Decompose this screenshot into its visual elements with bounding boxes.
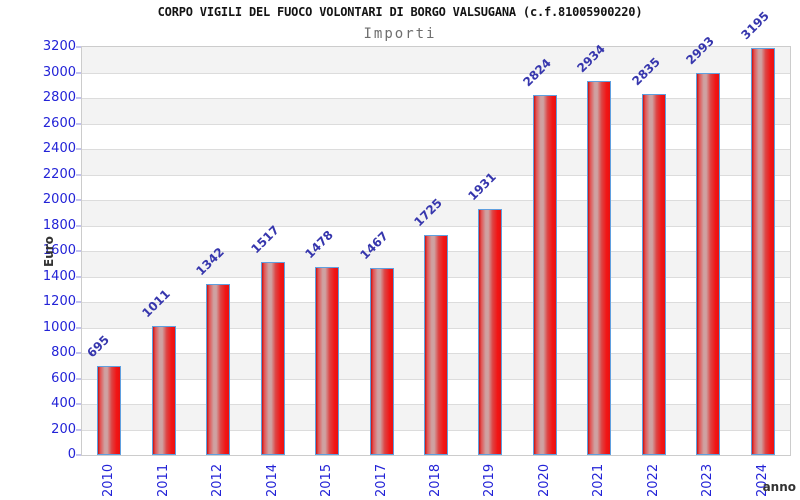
plot-band <box>82 404 790 430</box>
x-tick-label: 2022 <box>645 463 661 497</box>
x-tick-label: 2023 <box>700 463 716 497</box>
y-tick-label: 2200 <box>42 166 76 182</box>
plot-band <box>82 327 790 353</box>
x-tick-label: 2019 <box>482 463 498 497</box>
plot-band <box>82 251 790 277</box>
y-tick-label: 1600 <box>42 243 76 258</box>
y-tick-label: 2600 <box>42 115 76 131</box>
plot-band <box>82 378 790 404</box>
y-axis-title: Euro <box>42 236 56 267</box>
plot-band <box>82 200 790 226</box>
gridline <box>82 378 790 380</box>
x-tick-label: 2011 <box>155 463 171 497</box>
x-tick-label: 2021 <box>591 463 607 497</box>
plot-band <box>82 123 790 149</box>
y-tick-label: 0 <box>67 447 76 462</box>
plot-band <box>82 225 790 251</box>
gridline <box>82 276 790 278</box>
plot-band <box>82 47 790 73</box>
chart-subtitle: Importi <box>363 26 437 42</box>
y-tick-label: 1000 <box>42 319 76 335</box>
gridline <box>82 251 790 252</box>
gridline <box>82 327 790 329</box>
gridline <box>82 149 790 150</box>
plot-band <box>82 98 790 124</box>
y-tick-label: 400 <box>51 396 76 411</box>
gridline <box>82 225 790 227</box>
x-tick-label: 2017 <box>373 463 389 497</box>
y-tick-label: 600 <box>51 370 76 386</box>
x-tick-label: 2020 <box>536 463 552 497</box>
gridline <box>82 72 790 74</box>
plot-band <box>82 429 790 455</box>
gridline <box>82 174 790 176</box>
plot-band <box>82 353 790 379</box>
y-tick-label: 200 <box>51 421 76 437</box>
gridline <box>82 123 790 125</box>
y-tick-label: 1800 <box>42 217 76 233</box>
y-tick-label: 1400 <box>42 268 76 284</box>
plot-band <box>82 174 790 200</box>
chart-title: CORPO VIGILI DEL FUOCO VOLONTARI DI BORG… <box>157 5 643 19</box>
x-tick-label: 2015 <box>319 463 335 497</box>
gridline <box>82 302 790 303</box>
x-tick-label: 2010 <box>101 463 117 497</box>
gridline <box>82 98 790 99</box>
plot-band <box>82 276 790 302</box>
y-tick-label: 2800 <box>42 90 76 105</box>
x-tick-label: 2018 <box>428 463 443 497</box>
plot-band <box>82 302 790 328</box>
x-axis-title: anno <box>762 480 796 494</box>
plot-band <box>82 72 790 98</box>
y-tick-label: 800 <box>51 345 76 360</box>
gridline <box>82 353 790 354</box>
y-tick-label: 2400 <box>42 141 76 156</box>
y-tick-label: 1200 <box>42 294 76 309</box>
gridline <box>82 200 790 201</box>
gridline <box>82 429 790 431</box>
x-tick-label: 2012 <box>210 463 226 497</box>
x-tick-label: 2014 <box>264 463 280 497</box>
plot-area <box>81 46 791 456</box>
gridline <box>82 404 790 405</box>
y-tick-label: 2000 <box>42 192 76 207</box>
y-tick-label: 3000 <box>42 64 76 80</box>
plot-band <box>82 149 790 175</box>
